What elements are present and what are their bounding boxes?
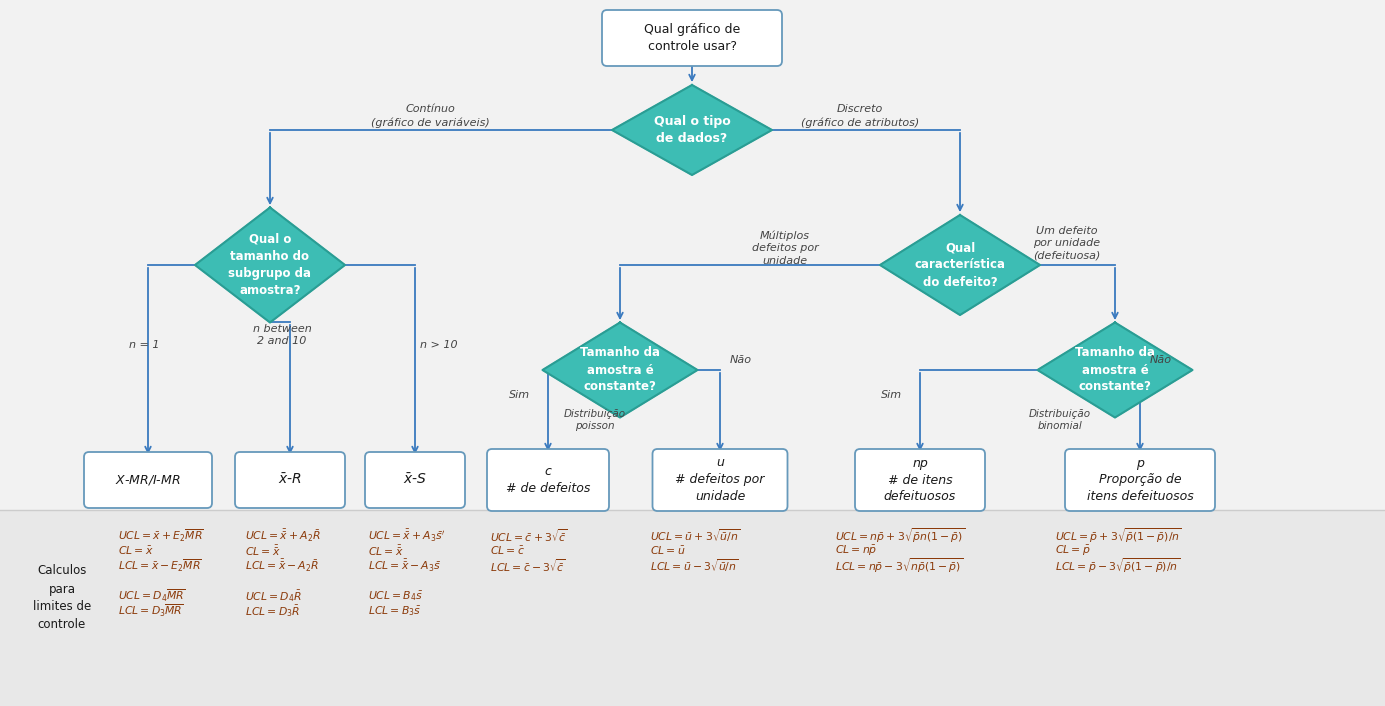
- Text: Distribuição
binomial: Distribuição binomial: [1029, 409, 1091, 431]
- Text: np
# de itens
defeituosos: np # de itens defeituosos: [884, 457, 956, 503]
- Text: Contínuo
(gráfico de variáveis): Contínuo (gráfico de variáveis): [371, 104, 489, 128]
- Text: Qual
característica
do defeito?: Qual característica do defeito?: [914, 241, 1006, 289]
- Text: $LCL = \bar{\bar{x}} - A_3\bar{s}$: $LCL = \bar{\bar{x}} - A_3\bar{s}$: [368, 558, 440, 574]
- Text: $UCL = \bar{x} + E_2\overline{MR}$: $UCL = \bar{x} + E_2\overline{MR}$: [118, 528, 204, 544]
- Text: $LCL = B_3\bar{s}$: $LCL = B_3\bar{s}$: [368, 604, 421, 618]
- Text: $CL  = \bar{c}$: $CL = \bar{c}$: [490, 545, 525, 557]
- Text: c
# de defeitos: c # de defeitos: [506, 465, 590, 495]
- Text: $LCL = \bar{p}-3\sqrt{\bar{p}(1-\bar{p})/n}$: $LCL = \bar{p}-3\sqrt{\bar{p}(1-\bar{p})…: [1055, 556, 1180, 575]
- Text: $UCL = D_4\overline{MR}$: $UCL = D_4\overline{MR}$: [118, 588, 186, 604]
- Text: n > 10: n > 10: [420, 340, 457, 350]
- Text: $\bar{x}$-R: $\bar{x}$-R: [278, 472, 302, 487]
- Text: $LCL = n\bar{p} - 3\sqrt{n\bar{p}(1-\bar{p})}$: $LCL = n\bar{p} - 3\sqrt{n\bar{p}(1-\bar…: [835, 556, 964, 575]
- Text: Calculos
para
limites de
controle: Calculos para limites de controle: [33, 565, 91, 631]
- Text: n = 1: n = 1: [129, 340, 159, 350]
- Text: $UCL = B_4\bar{s}$: $UCL = B_4\bar{s}$: [368, 589, 424, 603]
- Text: Distribuição
poisson: Distribuição poisson: [564, 409, 626, 431]
- FancyBboxPatch shape: [366, 452, 465, 508]
- Polygon shape: [195, 208, 345, 323]
- Text: $LCL = \bar{\bar{x}} - A_2\bar{R}$: $LCL = \bar{\bar{x}} - A_2\bar{R}$: [245, 558, 319, 574]
- Text: Qual o
tamanho do
subgrupo da
amostra?: Qual o tamanho do subgrupo da amostra?: [229, 233, 312, 297]
- Text: $UCL = \bar{\bar{x}} + A_3\bar{s}'$: $UCL = \bar{\bar{x}} + A_3\bar{s}'$: [368, 528, 445, 544]
- Text: Não: Não: [1150, 355, 1172, 365]
- Text: $X$-MR/I-MR: $X$-MR/I-MR: [115, 473, 181, 487]
- Text: Sim: Sim: [508, 390, 530, 400]
- Text: $CL  = \bar{x}$: $CL = \bar{x}$: [118, 545, 154, 557]
- FancyBboxPatch shape: [488, 449, 609, 511]
- Text: $LCL = D_3\bar{R}$: $LCL = D_3\bar{R}$: [245, 603, 301, 619]
- Text: $UCL = \bar{c} + 3\sqrt{\bar{c}}$: $UCL = \bar{c} + 3\sqrt{\bar{c}}$: [490, 527, 568, 544]
- Text: $LCL = \bar{c} - 3\sqrt{\bar{c}}$: $LCL = \bar{c} - 3\sqrt{\bar{c}}$: [490, 558, 566, 575]
- Text: Discreto
(gráfico de atributos): Discreto (gráfico de atributos): [801, 104, 920, 128]
- FancyBboxPatch shape: [602, 10, 783, 66]
- Text: $LCL = \bar{u} - 3\sqrt{\bar{u}/n}$: $LCL = \bar{u} - 3\sqrt{\bar{u}/n}$: [650, 558, 738, 575]
- Text: $UCL = \bar{p}+3\sqrt{\bar{p}(1-\bar{p})/n}$: $UCL = \bar{p}+3\sqrt{\bar{p}(1-\bar{p})…: [1055, 527, 1181, 546]
- FancyBboxPatch shape: [652, 449, 788, 511]
- Text: $CL  = \bar{\bar{x}}$: $CL = \bar{\bar{x}}$: [368, 544, 403, 558]
- Text: $UCL = D_4\bar{R}$: $UCL = D_4\bar{R}$: [245, 588, 302, 604]
- Text: Sim: Sim: [881, 390, 902, 400]
- Text: $CL = \bar{u}$: $CL = \bar{u}$: [650, 545, 686, 557]
- FancyBboxPatch shape: [855, 449, 985, 511]
- Text: Um defeito
por unidade
(defeituosa): Um defeito por unidade (defeituosa): [1033, 226, 1101, 261]
- Text: $LCL = D_3\overline{MR}$: $LCL = D_3\overline{MR}$: [118, 603, 184, 619]
- Text: $CL = n\bar{p}$: $CL = n\bar{p}$: [835, 544, 877, 558]
- Text: $UCL = \bar{\bar{x}} + A_2\bar{R}$: $UCL = \bar{\bar{x}} + A_2\bar{R}$: [245, 528, 321, 544]
- Text: p
Proporção de
itens defeituosos: p Proporção de itens defeituosos: [1087, 457, 1194, 503]
- FancyBboxPatch shape: [84, 452, 212, 508]
- FancyBboxPatch shape: [0, 510, 1385, 706]
- Text: n between
2 and 10: n between 2 and 10: [252, 324, 312, 346]
- Polygon shape: [1037, 323, 1192, 417]
- Text: $CL = \bar{p}$: $CL = \bar{p}$: [1055, 544, 1090, 558]
- Text: Qual o tipo
de dados?: Qual o tipo de dados?: [654, 115, 730, 145]
- Text: Tamanho da
amostra é
constante?: Tamanho da amostra é constante?: [580, 347, 661, 393]
- Text: $UCL = \bar{u} + 3\sqrt{\bar{u}/n}$: $UCL = \bar{u} + 3\sqrt{\bar{u}/n}$: [650, 527, 741, 544]
- FancyBboxPatch shape: [1065, 449, 1215, 511]
- Text: Qual gráfico de
controle usar?: Qual gráfico de controle usar?: [644, 23, 740, 53]
- Text: $\bar{x}$-S: $\bar{x}$-S: [403, 472, 427, 487]
- Text: u
# defeitos por
unidade: u # defeitos por unidade: [676, 457, 765, 503]
- FancyBboxPatch shape: [235, 452, 345, 508]
- Text: $UCL = n\bar{p} + 3\sqrt{\bar{p}n(1-\bar{p})}$: $UCL = n\bar{p} + 3\sqrt{\bar{p}n(1-\bar…: [835, 527, 965, 546]
- Text: Não: Não: [730, 355, 752, 365]
- Text: Múltiplos
defeitos por
unidade: Múltiplos defeitos por unidade: [752, 230, 819, 265]
- Polygon shape: [612, 85, 771, 175]
- Text: $CL  = \bar{\bar{x}}$: $CL = \bar{\bar{x}}$: [245, 544, 281, 558]
- Text: $LCL = \bar{x} - E_2\overline{MR}$: $LCL = \bar{x} - E_2\overline{MR}$: [118, 558, 202, 574]
- Polygon shape: [879, 215, 1040, 315]
- Polygon shape: [543, 323, 698, 417]
- Text: Tamanho da
amostra é
constante?: Tamanho da amostra é constante?: [1075, 347, 1155, 393]
